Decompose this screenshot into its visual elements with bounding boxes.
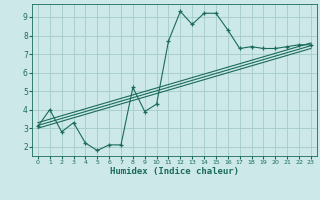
- X-axis label: Humidex (Indice chaleur): Humidex (Indice chaleur): [110, 167, 239, 176]
